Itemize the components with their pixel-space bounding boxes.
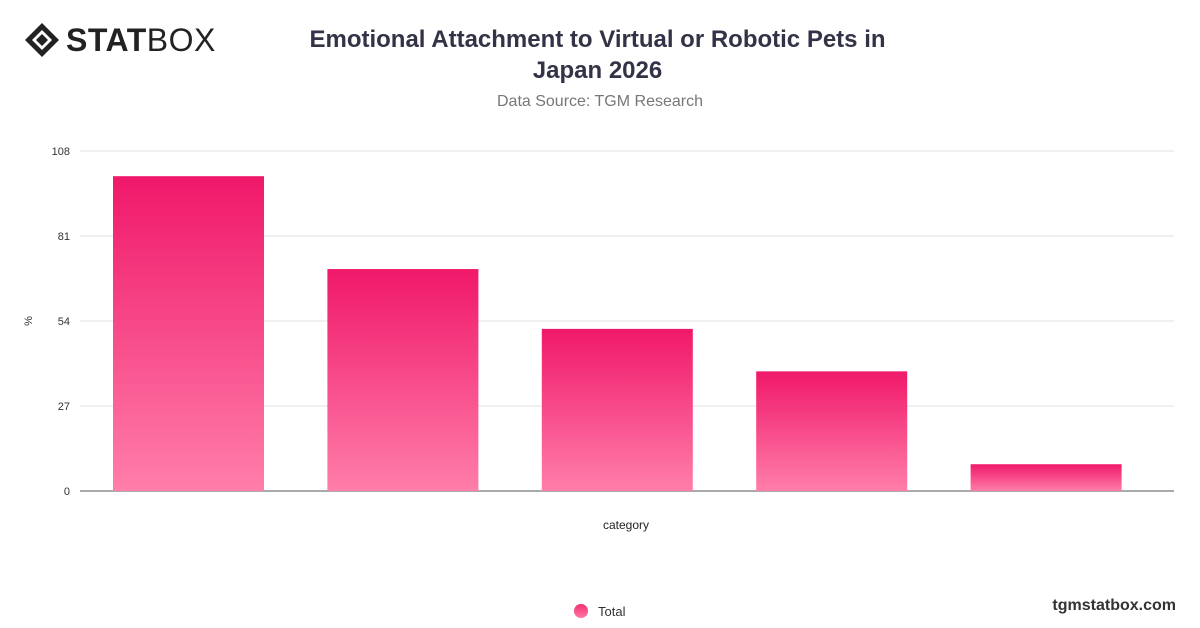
chart-subtitle: Data Source: TGM Research [496, 93, 703, 110]
footer-site: tgmstatbox.com [1052, 597, 1176, 614]
y-axis-ticks: 0 27 54 81 108 [52, 146, 70, 498]
legend-marker [574, 604, 588, 618]
statbox-logo: STATBOX [24, 22, 216, 58]
y-tick-label: 81 [58, 231, 70, 243]
y-tick-label: 27 [58, 401, 70, 413]
y-tick-label: 108 [52, 146, 70, 158]
bar-1[interactable] [113, 176, 264, 491]
x-axis-label: category [603, 518, 649, 532]
bar-4[interactable] [756, 371, 908, 491]
chart-title: Emotional Attachment to Virtual or Robot… [309, 26, 886, 84]
y-tick-label: 0 [64, 486, 70, 498]
diamond-logo-icon [25, 23, 59, 57]
legend-label-total: Total [598, 603, 626, 619]
logo-text-light: BOX [146, 22, 216, 58]
bar-3[interactable] [541, 328, 693, 491]
bars [113, 176, 1122, 491]
logo-wordmark: STATBOX [66, 22, 216, 58]
logo-text-bold: STAT [66, 22, 147, 58]
y-axis-label: % [23, 316, 35, 326]
bar-5[interactable] [970, 464, 1122, 491]
y-tick-label: 54 [58, 316, 70, 328]
legend[interactable]: Total [574, 602, 625, 620]
bar-2[interactable] [327, 269, 479, 491]
